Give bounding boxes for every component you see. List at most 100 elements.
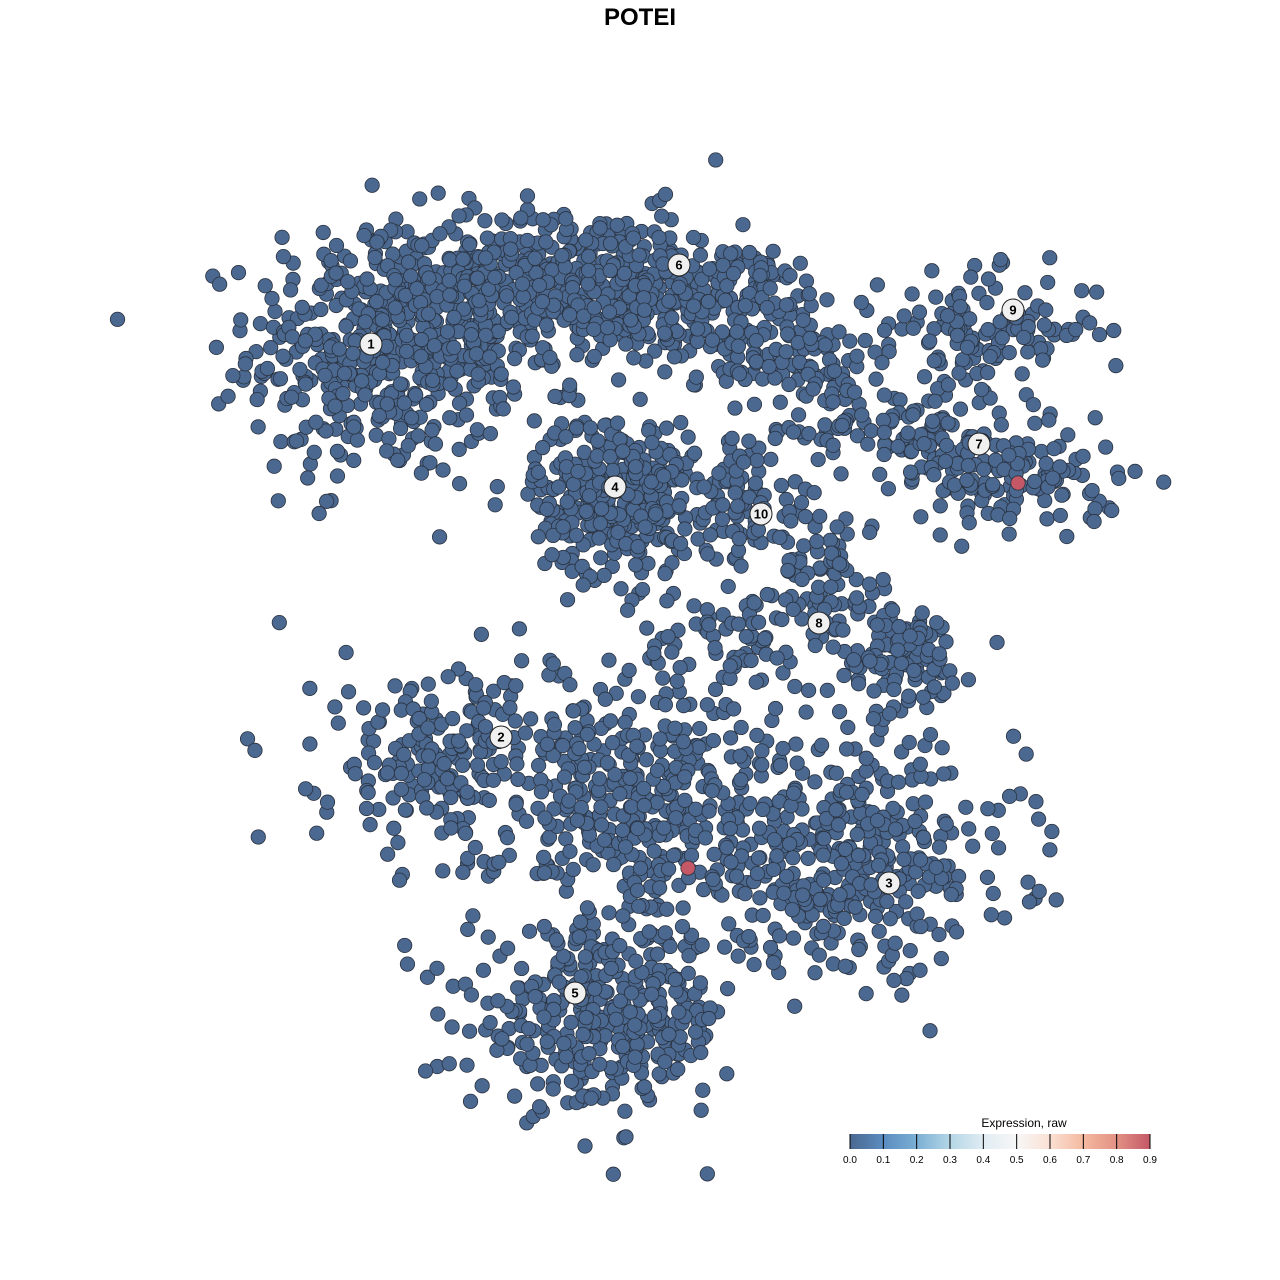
cell-point-cluster-4 xyxy=(609,415,626,431)
cell-point-cluster-3 xyxy=(815,847,831,863)
cell-point-cluster-3 xyxy=(816,872,832,888)
cell-point-cluster-4 xyxy=(539,501,555,517)
cell-point-cluster-4 xyxy=(602,448,618,465)
cell-point-cluster-6 xyxy=(554,248,570,264)
cell-point-cluster-5 xyxy=(603,960,619,977)
colorbar-tick-label: 0.2 xyxy=(910,1155,924,1166)
cell-point-cluster-3 xyxy=(934,740,950,756)
cell-point-cluster-5 xyxy=(646,843,662,859)
cell-point-cluster-1 xyxy=(283,389,300,405)
cell-point-cluster-6 xyxy=(671,279,687,295)
cell-point-cluster-1 xyxy=(327,398,343,414)
cell-point-cluster-2 xyxy=(393,781,409,797)
cell-point-cluster-7 xyxy=(1039,511,1055,527)
cell-point-cluster-1 xyxy=(338,318,354,334)
cell-point-cluster-2 xyxy=(511,621,528,637)
cell-point-cluster-5 xyxy=(742,795,758,812)
cell-point-cluster-9 xyxy=(928,289,944,305)
cell-point-cluster-1 xyxy=(469,422,485,438)
cell-point-cluster-8 xyxy=(890,642,906,658)
cell-point-cluster-8 xyxy=(929,615,945,631)
cell-point-cluster-5 xyxy=(675,698,692,714)
cell-point-cluster-4 xyxy=(558,429,574,445)
cell-point-cluster-5 xyxy=(556,1035,572,1052)
cell-point-cluster-5 xyxy=(699,697,715,713)
cell-point-cluster-3 xyxy=(983,907,999,923)
cell-point-cluster-6 xyxy=(761,358,777,375)
cell-point-cluster-6 xyxy=(826,363,842,379)
cell-point-cluster-1 xyxy=(252,316,269,332)
cell-point-cluster-7 xyxy=(1075,448,1091,464)
cell-point-cluster-5 xyxy=(783,798,799,814)
cell-point-cluster-7 xyxy=(940,415,956,431)
cell-point-cluster-7 xyxy=(1027,415,1043,431)
cluster-label-text: 7 xyxy=(975,437,982,452)
cell-point-cluster-5 xyxy=(677,769,693,785)
cell-point-cluster-7 xyxy=(940,377,956,393)
cell-point-cluster-5 xyxy=(519,1036,535,1052)
cell-point-cluster-5 xyxy=(719,839,735,856)
cell-point-cluster-1 xyxy=(109,311,126,327)
cell-point-cluster-1 xyxy=(379,443,395,459)
cell-point-cluster-9 xyxy=(853,294,869,311)
cell-point-cluster-3 xyxy=(958,799,974,815)
cell-point-cluster-6 xyxy=(534,293,551,310)
cell-point-cluster-7 xyxy=(932,498,948,514)
cell-point-cluster-10 xyxy=(810,451,826,468)
cell-point-cluster-2 xyxy=(393,765,409,782)
cell-point-cluster-2 xyxy=(358,800,375,817)
cell-point-cluster-10 xyxy=(763,451,779,467)
cell-point-cluster-8 xyxy=(862,524,878,540)
cell-point-cluster-2 xyxy=(459,723,475,739)
cell-point-cluster-1 xyxy=(426,338,443,354)
cell-point-cluster-1 xyxy=(371,408,387,424)
cell-point-cluster-1 xyxy=(364,177,380,193)
cell-point-cluster-10 xyxy=(696,479,712,495)
cell-point-cluster-9 xyxy=(1036,317,1052,333)
cell-point-cluster-5 xyxy=(618,1129,634,1145)
cell-point-cluster-3 xyxy=(867,908,884,925)
cell-point-cluster-9 xyxy=(1089,284,1105,300)
cell-point-cluster-5 xyxy=(477,719,494,735)
cell-point-cluster-1 xyxy=(233,312,249,328)
cell-point-cluster-5 xyxy=(617,839,634,855)
cell-point-cluster-1 xyxy=(346,452,362,468)
cell-point-cluster-8 xyxy=(746,595,762,611)
cell-point-cluster-3 xyxy=(933,950,949,967)
cluster-label-text: 6 xyxy=(675,258,682,273)
cell-point-cluster-5 xyxy=(536,918,552,935)
cell-point-cluster-1 xyxy=(273,433,289,450)
cell-point-cluster-1 xyxy=(369,234,385,250)
cell-point-cluster-9 xyxy=(951,365,967,381)
cell-point-cluster-3 xyxy=(849,826,865,843)
cell-point-cluster-7 xyxy=(937,453,954,469)
cell-point-cluster-5 xyxy=(741,929,757,945)
cell-point-cluster-5 xyxy=(629,738,645,754)
cell-point-cluster-8 xyxy=(797,509,814,525)
cell-point-cluster-5 xyxy=(620,602,636,618)
cell-point-cluster-5 xyxy=(668,810,684,826)
cell-point-cluster-1 xyxy=(413,332,430,348)
cell-point-cluster-10 xyxy=(727,485,743,501)
cluster-label-1: 1 xyxy=(359,332,383,356)
cell-point-cluster-5 xyxy=(641,924,657,940)
cell-point-cluster-1 xyxy=(451,395,468,411)
cell-point-cluster-5 xyxy=(681,948,697,964)
cell-point-cluster-2 xyxy=(302,680,318,696)
cell-point-cluster-1 xyxy=(275,348,291,364)
cell-point-cluster-2 xyxy=(443,820,459,836)
cell-point-cluster-7 xyxy=(1054,487,1070,503)
cell-point-cluster-10 xyxy=(730,498,746,514)
cell-point-cluster-6 xyxy=(748,354,764,370)
cell-point-cluster-3 xyxy=(833,855,849,872)
cell-point-cluster-2 xyxy=(416,772,433,788)
cell-point-cluster-5 xyxy=(601,652,617,668)
cell-point-cluster-5 xyxy=(638,752,655,768)
cell-point-cluster-9 xyxy=(905,320,921,336)
cell-point-cluster-5 xyxy=(561,793,577,809)
cell-point-cluster-1 xyxy=(354,373,370,389)
cell-point-cluster-1 xyxy=(208,339,224,355)
cell-point-cluster-7 xyxy=(876,387,892,403)
cell-point-cluster-8 xyxy=(835,622,851,638)
cell-point-cluster-2 xyxy=(499,830,516,846)
